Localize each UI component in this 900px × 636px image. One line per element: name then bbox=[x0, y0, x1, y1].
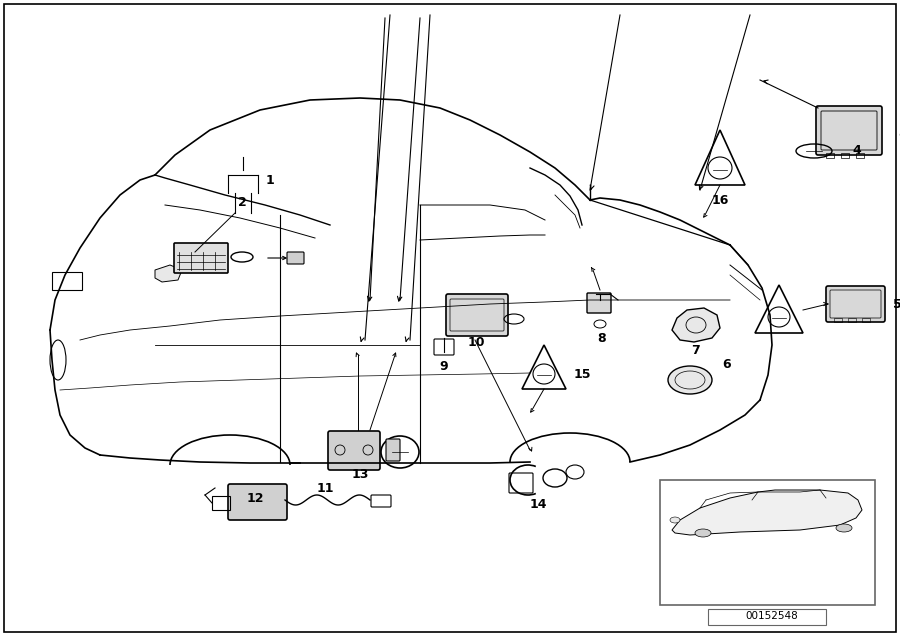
FancyBboxPatch shape bbox=[386, 439, 400, 461]
Text: 9: 9 bbox=[440, 359, 448, 373]
Text: 14: 14 bbox=[529, 499, 547, 511]
Text: 00152548: 00152548 bbox=[745, 611, 798, 621]
FancyBboxPatch shape bbox=[328, 431, 380, 470]
Text: 15: 15 bbox=[574, 368, 591, 380]
Text: 2: 2 bbox=[238, 197, 247, 209]
Bar bbox=[708, 609, 826, 625]
Bar bbox=[826, 153, 834, 158]
Text: 1: 1 bbox=[266, 174, 274, 186]
Text: 11: 11 bbox=[316, 481, 334, 495]
FancyBboxPatch shape bbox=[174, 243, 228, 273]
Polygon shape bbox=[672, 308, 720, 342]
Text: 7: 7 bbox=[691, 343, 700, 357]
FancyBboxPatch shape bbox=[446, 294, 508, 336]
Bar bbox=[660, 480, 875, 605]
FancyBboxPatch shape bbox=[816, 106, 882, 155]
Text: 4: 4 bbox=[852, 144, 860, 158]
Bar bbox=[841, 153, 849, 158]
Ellipse shape bbox=[668, 366, 712, 394]
Text: 3: 3 bbox=[898, 127, 900, 139]
Text: 8: 8 bbox=[598, 331, 607, 345]
Bar bbox=[212, 496, 230, 510]
Polygon shape bbox=[155, 265, 182, 282]
Text: 13: 13 bbox=[351, 469, 369, 481]
Ellipse shape bbox=[836, 524, 852, 532]
FancyBboxPatch shape bbox=[826, 286, 885, 322]
Text: 10: 10 bbox=[467, 336, 485, 349]
Bar bbox=[862, 318, 870, 322]
FancyBboxPatch shape bbox=[287, 252, 304, 264]
Bar bbox=[856, 153, 864, 158]
Text: 5: 5 bbox=[893, 298, 900, 310]
Polygon shape bbox=[672, 490, 862, 535]
Bar bbox=[848, 318, 856, 322]
Text: 16: 16 bbox=[711, 193, 729, 207]
Text: 6: 6 bbox=[722, 359, 731, 371]
Bar bbox=[52, 272, 82, 290]
FancyBboxPatch shape bbox=[228, 484, 287, 520]
Text: 12: 12 bbox=[247, 492, 264, 504]
Ellipse shape bbox=[695, 529, 711, 537]
FancyBboxPatch shape bbox=[587, 293, 611, 313]
Bar bbox=[834, 318, 842, 322]
Ellipse shape bbox=[670, 517, 680, 523]
